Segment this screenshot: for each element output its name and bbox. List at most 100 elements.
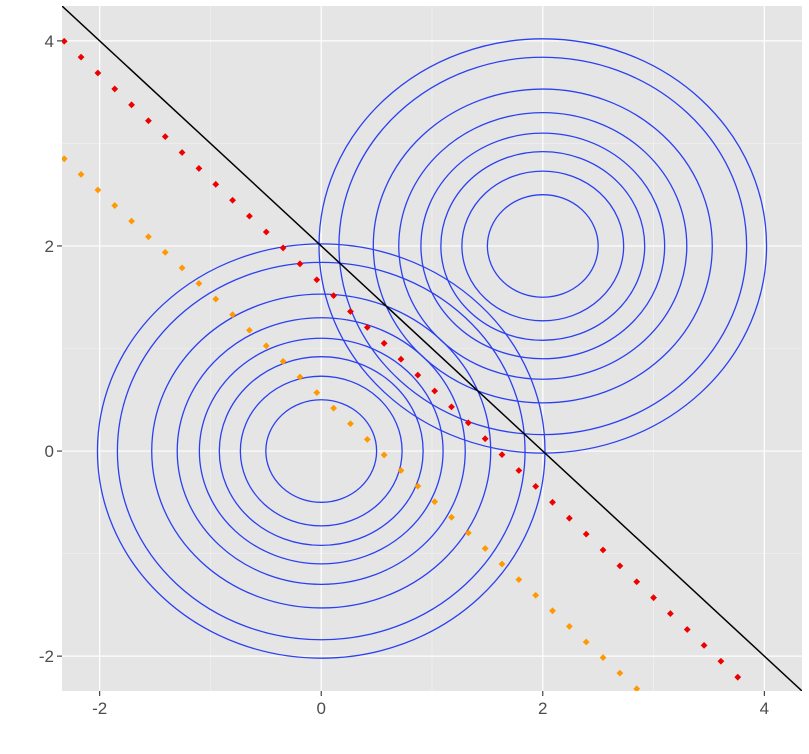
contour-ring-1 [151, 293, 492, 609]
red-dotted-point [683, 626, 691, 633]
red-dotted-point [330, 292, 338, 300]
red-dotted-point [128, 101, 135, 109]
x-tick-label: 0 [316, 699, 325, 718]
red-dotted-point [363, 324, 371, 331]
red-dotted-point [77, 53, 85, 61]
red-dotted-point [515, 467, 523, 474]
red-dotted-point [633, 578, 641, 586]
contour-ring-2 [318, 38, 768, 454]
contour-ring-1 [176, 317, 466, 586]
red-dotted-point [279, 244, 287, 252]
orange-dotted-point [414, 482, 422, 490]
orange-dotted-point [515, 576, 523, 584]
y-tick-label: -2 [39, 647, 54, 666]
orange-dotted-point [77, 170, 85, 178]
contour-ring-2 [420, 132, 666, 360]
red-dotted-point [532, 482, 540, 490]
orange-dotted-point [145, 233, 152, 241]
orange-dotted-point [347, 420, 354, 428]
orange-dotted-point [296, 373, 304, 381]
orange-dotted-point [262, 342, 270, 350]
contour-ring-1 [218, 356, 424, 547]
orange-dotted-point [330, 404, 338, 412]
red-dotted-point [347, 308, 354, 315]
orange-dotted-point [178, 264, 186, 272]
orange-dotted-point [94, 186, 102, 194]
red-dotted-point [296, 260, 304, 268]
red-dotted-point [145, 117, 152, 125]
contour-ring-2 [372, 88, 713, 404]
orange-dotted-point [565, 622, 573, 630]
x-axis: -2 0 2 4 [92, 691, 769, 718]
orange-dotted-point [464, 529, 472, 537]
contour-ring-2 [461, 170, 625, 322]
orange-dotted-point [616, 669, 624, 677]
contour-ring-2 [440, 150, 646, 341]
red-dotted-point [161, 133, 169, 141]
orange-dotted-point [128, 217, 135, 225]
orange-dotted-point [549, 607, 556, 615]
orange-dotted-point [431, 498, 439, 506]
orange-dotted-point [363, 435, 371, 443]
red-dotted-point [549, 498, 556, 506]
red-dotted-point [414, 371, 422, 379]
solid-line [62, 6, 802, 691]
red-dotted-point [481, 435, 489, 443]
orange-dotted-point [195, 280, 203, 287]
red-dotted-point [111, 85, 119, 93]
red-dotted-point [431, 387, 439, 395]
orange-dotted-point [161, 248, 169, 256]
red-dotted-point [397, 355, 405, 363]
y-tick-label: 4 [45, 32, 54, 51]
x-tick-label: -2 [92, 699, 107, 718]
red-dotted-point [717, 657, 725, 665]
red-dotted-point [380, 339, 388, 347]
boundary-lines [62, 6, 802, 691]
red-dotted-point [582, 530, 590, 538]
red-dotted-point [262, 228, 270, 236]
contour-ring-2 [398, 111, 688, 380]
orange-dotted-point [481, 545, 489, 552]
orange-dotted-point [62, 155, 68, 163]
red-dotted-point [734, 673, 742, 681]
grid-lines [62, 6, 802, 691]
orange-dotted-point [599, 654, 607, 661]
red-dotted-point [212, 180, 220, 188]
y-axis: -2 0 2 4 [39, 32, 62, 666]
red-dotted-point [666, 610, 674, 617]
red-dotted-point [62, 37, 68, 45]
contour-ring-1 [96, 243, 546, 659]
density-contours [96, 38, 768, 659]
red-dotted-point [94, 69, 102, 77]
red-dotted-point [229, 196, 236, 204]
red-dotted-point [195, 165, 203, 172]
contour-ring-1 [265, 399, 378, 503]
red-dotted-point [178, 149, 186, 156]
y-tick-label: 0 [45, 442, 54, 461]
orange-dotted-point [313, 389, 321, 396]
x-tick-label: 2 [538, 699, 547, 718]
red-dotted-point [498, 451, 506, 458]
contour-ring-1 [239, 375, 403, 527]
red-dotted-point [616, 562, 624, 570]
dotted-boundary-points [62, 37, 742, 691]
x-tick-label: 4 [760, 699, 769, 718]
orange-dotted-point [279, 358, 287, 365]
y-tick-label: 2 [45, 237, 54, 256]
red-dotted-point [650, 594, 657, 602]
contour-ring-1 [116, 261, 526, 641]
orange-dotted-point [397, 467, 405, 474]
orange-dotted-point [582, 638, 590, 646]
orange-dotted-point [498, 560, 506, 568]
orange-dotted-point [380, 451, 388, 459]
orange-dotted-point [229, 311, 236, 319]
contour-ring-1 [198, 337, 444, 565]
red-dotted-point [464, 419, 472, 427]
red-dotted-point [599, 546, 607, 554]
orange-dotted-point [448, 513, 455, 521]
orange-dotted-point [111, 202, 119, 209]
red-dotted-point [313, 276, 321, 284]
orange-dotted-point [532, 591, 540, 599]
red-dotted-point [246, 212, 253, 220]
